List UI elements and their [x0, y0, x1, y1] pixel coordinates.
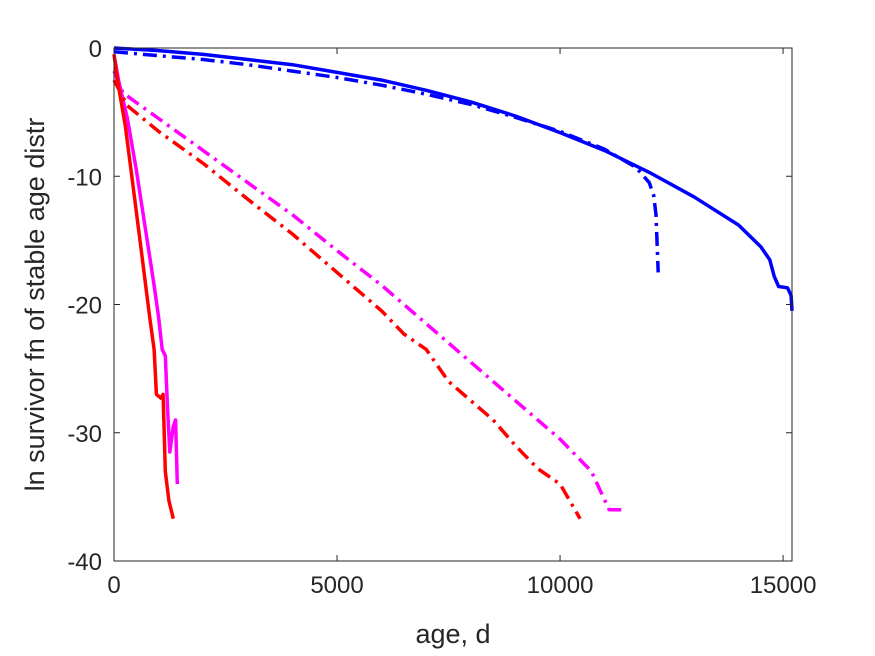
x-tick-label: 5000 — [310, 572, 363, 599]
y-tick-label: -40 — [67, 549, 102, 576]
x-tick-label: 15000 — [750, 572, 817, 599]
x-axis-label: age, d — [415, 619, 490, 649]
y-tick-label: -20 — [67, 293, 102, 320]
x-tick-label: 0 — [107, 572, 120, 599]
tick-marks — [113, 47, 792, 562]
y-tick-label: -30 — [67, 421, 102, 448]
series-line-5 — [112, 54, 175, 520]
plot-area-frame — [113, 47, 793, 562]
series-line-4 — [112, 70, 627, 512]
series-line-3 — [112, 54, 180, 485]
plot-series-group — [112, 46, 794, 520]
tick-labels: 0 5000 10000 15000 0 -10 -20 -30 -40 — [67, 36, 816, 599]
y-tick-label: -10 — [67, 164, 102, 191]
y-tick-label: 0 — [89, 36, 102, 63]
y-axis-label: ln survivor fn of stable age distr — [20, 118, 50, 492]
series-line-6 — [112, 79, 582, 520]
series-line-1 — [113, 46, 794, 312]
x-tick-label: 10000 — [527, 572, 594, 599]
series-line-2 — [113, 50, 660, 273]
